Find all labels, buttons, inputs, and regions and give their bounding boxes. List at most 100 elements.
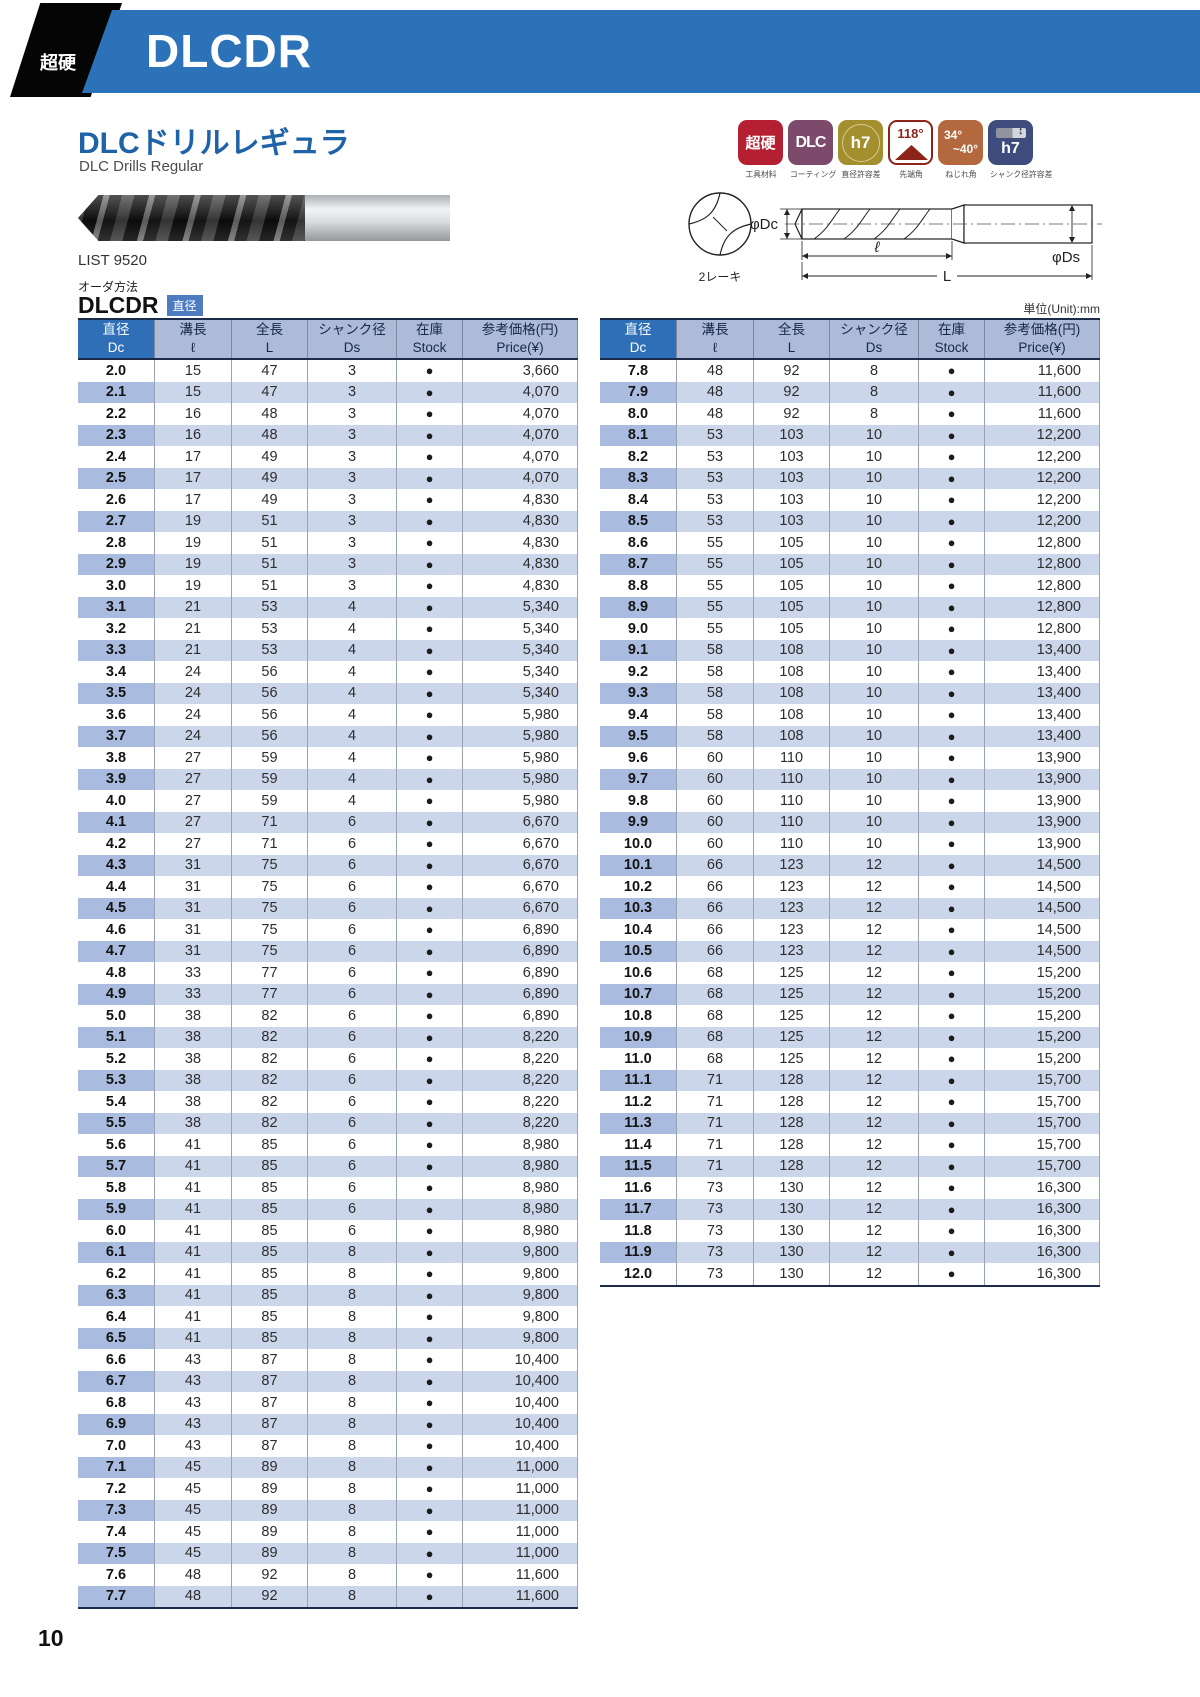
stock-cell: ● <box>397 1005 463 1027</box>
dc-cell: 7.2 <box>78 1478 155 1500</box>
table-row: 12.0 73 130 12 ● 16,300 <box>600 1263 1100 1285</box>
table-row: 8.4 53 103 10 ● 12,200 <box>600 489 1100 511</box>
price-cell: 5,980 <box>463 790 578 812</box>
shank-dia-cell: 6 <box>308 876 397 898</box>
overall-length-cell: 82 <box>232 1112 308 1134</box>
price-cell: 12,200 <box>985 510 1100 532</box>
flute-length-cell: 24 <box>155 704 232 726</box>
flute-length-cell: 48 <box>155 1585 232 1607</box>
table-row: 5.7 41 85 6 ● 8,980 <box>78 1155 578 1177</box>
shank-dia-cell: 6 <box>308 1091 397 1113</box>
stock-cell: ● <box>397 1564 463 1586</box>
shank-dia-cell: 6 <box>308 1155 397 1177</box>
shank-dia-cell: 4 <box>308 596 397 618</box>
flute-length-cell: 38 <box>155 1026 232 1048</box>
dlc-coating-badge-icon: DLC <box>788 120 833 165</box>
table-row: 11.5 71 128 12 ● 15,700 <box>600 1155 1100 1177</box>
column-header: 直径 Dc <box>600 320 677 358</box>
flute-length-cell: 58 <box>677 639 754 661</box>
shank-dia-cell: 12 <box>830 919 919 941</box>
overall-length-cell: 128 <box>754 1112 830 1134</box>
dc-cell: 6.6 <box>78 1349 155 1371</box>
stock-cell: ● <box>397 1091 463 1113</box>
dc-dimension-label: φDc <box>750 216 779 233</box>
stock-cell: ● <box>397 446 463 468</box>
shank-dia-cell: 8 <box>830 360 919 382</box>
flute-length-cell: 66 <box>677 940 754 962</box>
flute-length-cell: 43 <box>155 1435 232 1457</box>
table-row: 11.9 73 130 12 ● 16,300 <box>600 1241 1100 1263</box>
overall-length-cell: 85 <box>232 1134 308 1156</box>
overall-length-cell: 47 <box>232 360 308 382</box>
table-row: 5.2 38 82 6 ● 8,220 <box>78 1048 578 1070</box>
overall-length-cell: 82 <box>232 1048 308 1070</box>
shank-dia-cell: 12 <box>830 962 919 984</box>
overall-length-cell: 51 <box>232 553 308 575</box>
stock-cell: ● <box>397 618 463 640</box>
price-cell: 11,600 <box>985 360 1100 382</box>
dc-cell: 9.7 <box>600 768 677 790</box>
table-row: 8.3 53 103 10 ● 12,200 <box>600 467 1100 489</box>
shank-dia-cell: 10 <box>830 639 919 661</box>
flute-length-cell: 71 <box>677 1069 754 1091</box>
price-cell: 8,980 <box>463 1220 578 1242</box>
column-header: 参考価格(円) Price(¥) <box>985 320 1100 358</box>
point-angle-badge-icon: 118° <box>888 120 933 165</box>
overall-length-cell: 56 <box>232 661 308 683</box>
dc-cell: 11.5 <box>600 1155 677 1177</box>
price-cell: 6,670 <box>463 876 578 898</box>
shank-dia-cell: 12 <box>830 854 919 876</box>
overall-length-cell: 125 <box>754 1026 830 1048</box>
badge-dia-tolerance: h7 直径許容差 <box>838 120 884 180</box>
overall-length-cell: 125 <box>754 983 830 1005</box>
table-row: 9.2 58 108 10 ● 13,400 <box>600 661 1100 683</box>
stock-cell: ● <box>397 682 463 704</box>
table-row: 8.2 53 103 10 ● 12,200 <box>600 446 1100 468</box>
shank-dia-cell: 10 <box>830 833 919 855</box>
stock-cell: ● <box>919 704 985 726</box>
overall-length-cell: 77 <box>232 983 308 1005</box>
shank-dia-cell: 4 <box>308 618 397 640</box>
flute-length-cell: 31 <box>155 876 232 898</box>
price-cell: 6,890 <box>463 940 578 962</box>
shank-dia-cell: 12 <box>830 1048 919 1070</box>
dc-cell: 8.7 <box>600 553 677 575</box>
table-row: 7.1 45 89 8 ● 11,000 <box>78 1456 578 1478</box>
stock-cell: ● <box>919 962 985 984</box>
overall-length-cell: 56 <box>232 704 308 726</box>
dc-cell: 2.4 <box>78 446 155 468</box>
flute-length-cell: 21 <box>155 596 232 618</box>
table-row: 10.1 66 123 12 ● 14,500 <box>600 854 1100 876</box>
flute-length-cell: 45 <box>155 1478 232 1500</box>
overall-length-cell: 82 <box>232 1069 308 1091</box>
dc-cell: 10.5 <box>600 940 677 962</box>
shank-dia-cell: 12 <box>830 1155 919 1177</box>
flute-length-cell: 41 <box>155 1134 232 1156</box>
badge-caption: ねじれ角 <box>945 169 977 179</box>
dc-cell: 5.3 <box>78 1069 155 1091</box>
overall-length-cell: 103 <box>754 489 830 511</box>
table-row: 8.1 53 103 10 ● 12,200 <box>600 424 1100 446</box>
dc-cell: 9.2 <box>600 661 677 683</box>
stock-cell: ● <box>919 467 985 489</box>
stock-cell: ● <box>919 725 985 747</box>
flute-length-cell: 60 <box>677 790 754 812</box>
product-title-en: DLC Drills Regular <box>79 158 204 175</box>
price-cell: 14,500 <box>985 897 1100 919</box>
shank-dia-cell: 12 <box>830 1177 919 1199</box>
table-row: 3.5 24 56 4 ● 5,340 <box>78 682 578 704</box>
overall-length-cell: 85 <box>232 1198 308 1220</box>
overall-length-cell: 108 <box>754 725 830 747</box>
overall-length-cell: 53 <box>232 596 308 618</box>
dc-cell: 7.6 <box>78 1564 155 1586</box>
flute-length-cell: 58 <box>677 661 754 683</box>
flute-length-cell: 38 <box>155 1005 232 1027</box>
price-cell: 13,900 <box>985 833 1100 855</box>
overall-length-cell: 85 <box>232 1263 308 1285</box>
dc-cell: 8.0 <box>600 403 677 425</box>
dc-cell: 4.8 <box>78 962 155 984</box>
dc-cell: 8.1 <box>600 424 677 446</box>
dc-cell: 4.1 <box>78 811 155 833</box>
stock-cell: ● <box>397 424 463 446</box>
stock-cell: ● <box>919 682 985 704</box>
